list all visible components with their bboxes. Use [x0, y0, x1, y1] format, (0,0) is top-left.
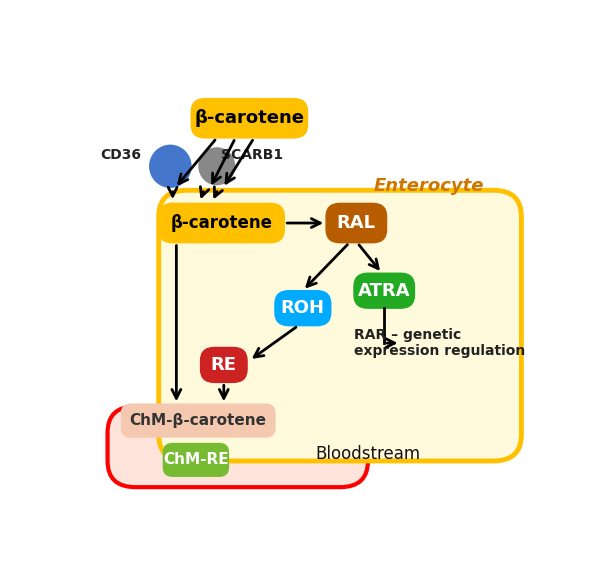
FancyBboxPatch shape: [191, 99, 308, 138]
FancyBboxPatch shape: [354, 273, 415, 308]
FancyBboxPatch shape: [163, 443, 229, 476]
Text: β-carotene: β-carotene: [194, 109, 304, 127]
Text: ATRA: ATRA: [358, 282, 410, 300]
Text: Enterocyte: Enterocyte: [374, 177, 484, 195]
FancyBboxPatch shape: [158, 204, 284, 243]
Text: RAR – genetic
expression regulation: RAR – genetic expression regulation: [354, 328, 525, 358]
Ellipse shape: [197, 146, 236, 187]
Text: β-carotene: β-carotene: [170, 214, 272, 232]
FancyBboxPatch shape: [200, 348, 247, 382]
FancyBboxPatch shape: [275, 291, 331, 325]
FancyBboxPatch shape: [121, 404, 275, 437]
Text: SCARB1: SCARB1: [221, 149, 284, 162]
FancyBboxPatch shape: [326, 204, 386, 243]
Text: RE: RE: [211, 356, 237, 374]
Text: ChM-RE: ChM-RE: [163, 452, 229, 467]
Text: CD36: CD36: [101, 149, 142, 162]
Ellipse shape: [148, 143, 193, 189]
Text: RAL: RAL: [337, 214, 376, 232]
FancyBboxPatch shape: [107, 407, 368, 487]
Text: ChM-β-carotene: ChM-β-carotene: [130, 413, 267, 428]
Text: ROH: ROH: [281, 299, 325, 317]
Text: Bloodstream: Bloodstream: [316, 446, 421, 463]
FancyBboxPatch shape: [158, 191, 521, 461]
